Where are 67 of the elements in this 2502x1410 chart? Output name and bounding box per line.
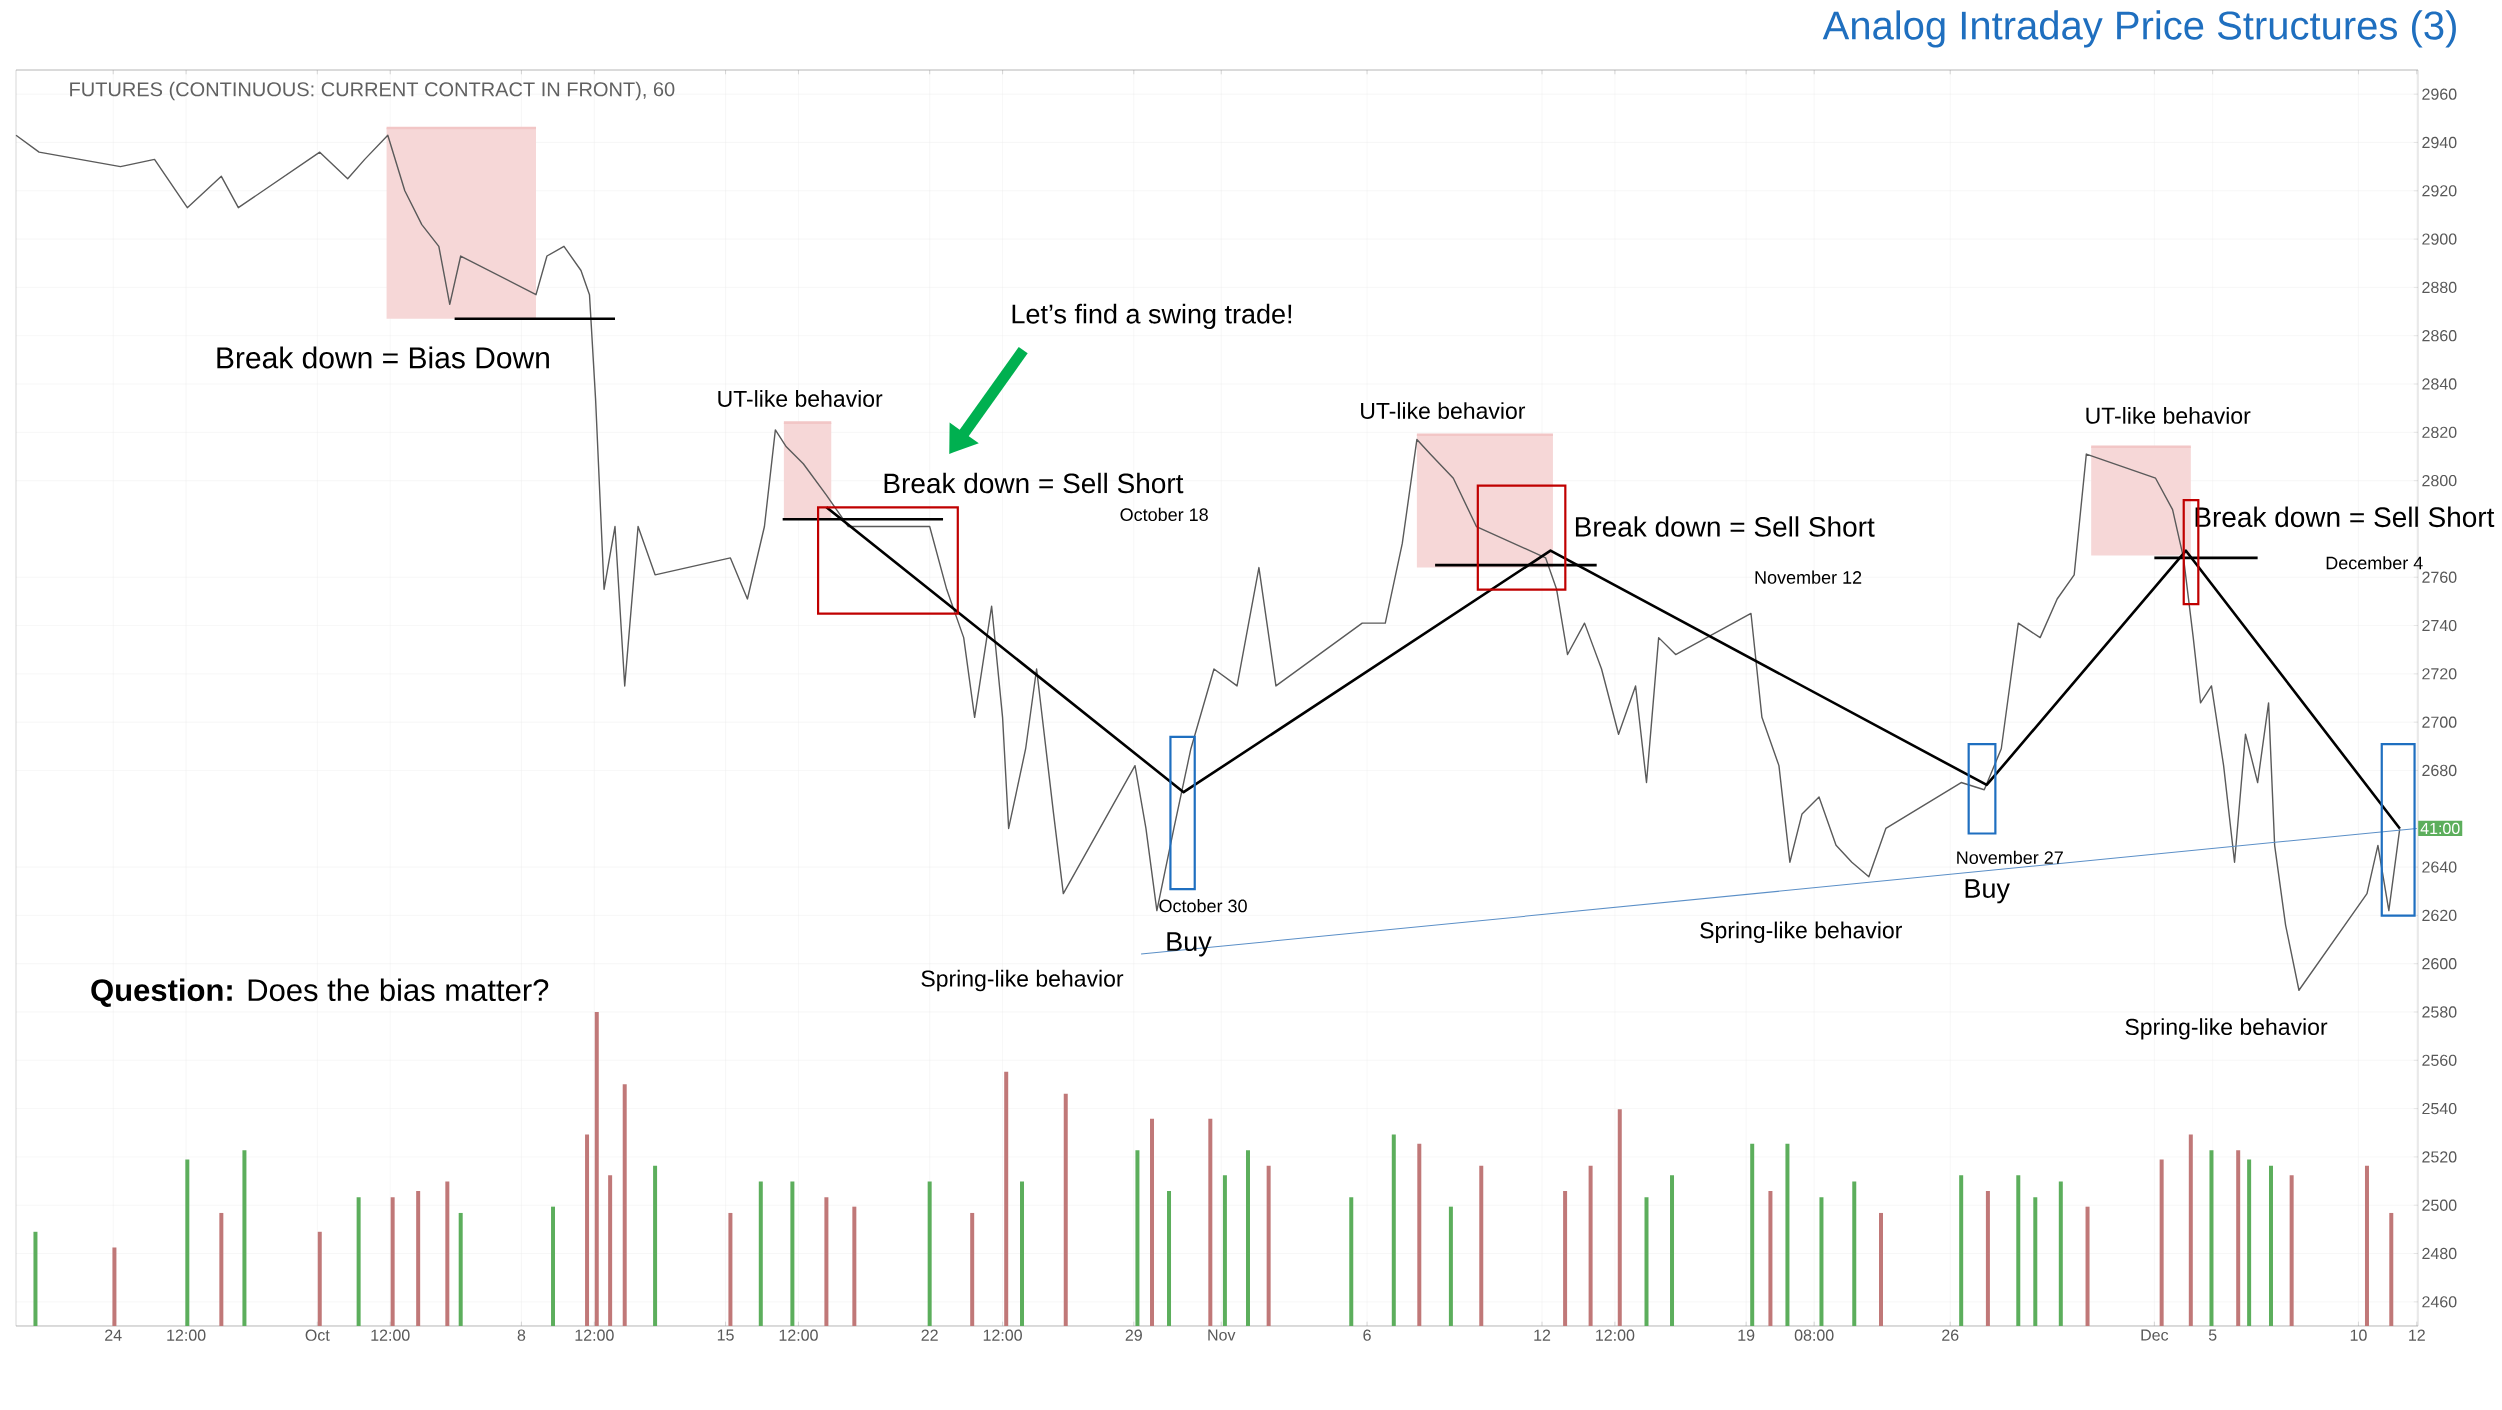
y-tick-label: 2940 xyxy=(2422,136,2457,149)
annotation: October 18 xyxy=(1120,507,1208,522)
x-tick-label: 12:00 xyxy=(371,1329,410,1341)
y-tick-label: 2860 xyxy=(2422,330,2457,342)
x-tick-label: Nov xyxy=(1208,1329,1236,1341)
annotation: Spring-like behavior xyxy=(921,969,1124,992)
y-tick-label: 2920 xyxy=(2422,185,2457,197)
annotation: Let’s find a swing trade! xyxy=(1012,303,1292,329)
annotation: UT-like behavior xyxy=(718,390,883,407)
y-tick-label: 2800 xyxy=(2422,474,2457,487)
x-tick-label: 12:00 xyxy=(983,1329,1022,1341)
y-tick-label: 2680 xyxy=(2422,764,2457,777)
y-tick-label: 2900 xyxy=(2422,233,2457,245)
x-tick-label: Dec xyxy=(2141,1329,2169,1341)
x-tick-label: 08:00 xyxy=(1794,1329,1834,1341)
annotation: Buy xyxy=(1965,879,2010,904)
x-tick-label: 5 xyxy=(2208,1329,2217,1341)
y-tick-label: 2700 xyxy=(2422,716,2457,728)
y-tick-label: 2540 xyxy=(2422,1102,2457,1115)
y-tick-label: 2840 xyxy=(2422,378,2457,390)
annotation: Buy xyxy=(1167,932,1212,957)
x-tick-label: 8 xyxy=(517,1329,526,1341)
x-tick-label: 12:00 xyxy=(779,1329,818,1341)
x-tick-label: 15 xyxy=(717,1329,734,1341)
y-tick-label: 2960 xyxy=(2422,88,2457,100)
y-tick-label: 2560 xyxy=(2422,1054,2457,1066)
x-tick-label: 26 xyxy=(1942,1329,1959,1341)
y-tick-label: 2620 xyxy=(2422,909,2457,922)
x-tick-label: 24 xyxy=(105,1329,122,1341)
x-tick-label: 10 xyxy=(2350,1329,2367,1341)
annotation: Spring-like behavior xyxy=(2125,1018,2328,1040)
y-tick-label: 2820 xyxy=(2422,426,2457,438)
x-tick-label: Oct xyxy=(305,1329,330,1341)
annotation: UT-like behavior xyxy=(2086,406,2251,424)
x-tick-label: 12:00 xyxy=(1596,1329,1635,1341)
x-tick-label: 19 xyxy=(1738,1329,1755,1341)
annotation: November 12 xyxy=(1755,570,1862,584)
x-tick-label: 6 xyxy=(1363,1329,1371,1341)
y-tick-label: 2740 xyxy=(2422,619,2457,632)
text: FUTURES (CONTINUOUS: CURRENT CONTRACT IN FRONT), 60 xyxy=(70,81,675,101)
y-tick-label: 2600 xyxy=(2422,958,2457,970)
x-tick-label: 12 xyxy=(1534,1329,1551,1341)
x-tick-label: 29 xyxy=(1125,1329,1142,1341)
annotation: Spring-like behavior xyxy=(1700,921,1902,943)
annotation: December 4 xyxy=(2326,556,2423,570)
annotation: Question: Does the bias matter? xyxy=(91,978,549,1007)
annotation: Break down = Bias Down xyxy=(217,346,549,369)
x-tick-label: 12:00 xyxy=(575,1329,614,1341)
y-tick-label: 2460 xyxy=(2422,1296,2457,1308)
y-tick-label: 2760 xyxy=(2422,571,2457,583)
y-tick-label: 2720 xyxy=(2422,668,2457,680)
annotation: October 30 xyxy=(1159,899,1247,913)
y-tick-label: 2580 xyxy=(2422,1006,2457,1018)
annotation: Break down = Sell Short xyxy=(1575,516,1875,537)
x-tick-label: 22 xyxy=(921,1329,938,1341)
y-tick-label: 2480 xyxy=(2422,1247,2457,1260)
x-tick-label: 12 xyxy=(2409,1329,2425,1341)
y-tick-label: 2520 xyxy=(2422,1151,2457,1163)
y-tick-label: 2880 xyxy=(2422,281,2457,294)
chart-title: Analog Intraday Price Structures (3) xyxy=(1822,10,2456,48)
y-tick-label: 2640 xyxy=(2422,861,2457,873)
text: 41:00 xyxy=(2420,822,2460,835)
annotation: UT-like behavior xyxy=(1361,402,1526,420)
x-tick-label: 12:00 xyxy=(167,1329,206,1341)
annotation: November 27 xyxy=(1957,850,2063,865)
annotation: Break down = Sell Short xyxy=(884,472,1184,494)
y-tick-label: 2500 xyxy=(2422,1199,2457,1211)
